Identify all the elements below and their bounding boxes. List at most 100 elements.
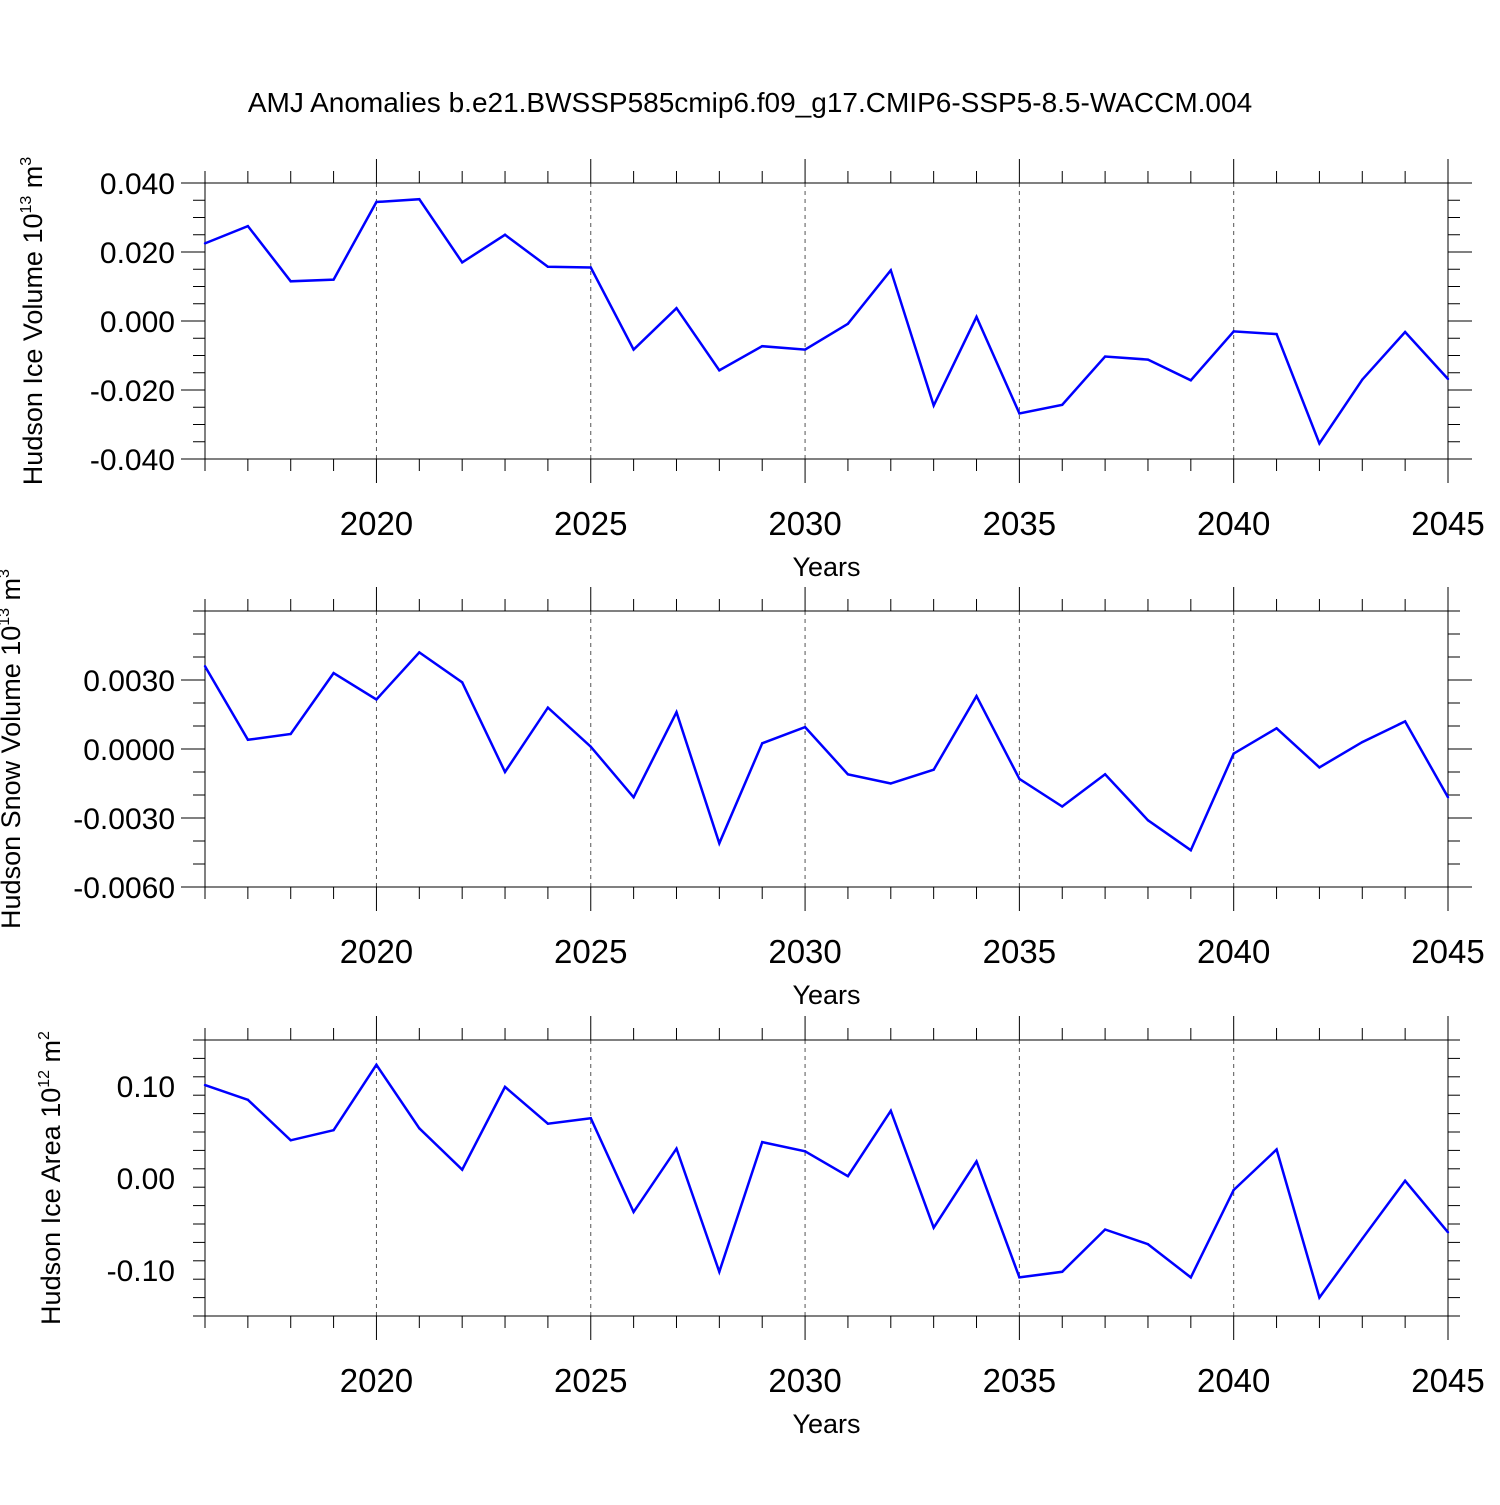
data-point bbox=[846, 1174, 850, 1178]
y-tick-label: -0.020 bbox=[90, 375, 175, 408]
y-tick-label: -0.0060 bbox=[73, 872, 175, 905]
data-point bbox=[460, 1168, 464, 1171]
data-point bbox=[1103, 773, 1107, 776]
plot-frame bbox=[204, 182, 1449, 460]
x-tick-label: 2025 bbox=[554, 933, 627, 970]
data-point bbox=[932, 404, 935, 407]
y-axis-label-superscript: 13 bbox=[0, 608, 13, 626]
data-point bbox=[1018, 777, 1021, 781]
data-point bbox=[1189, 1276, 1193, 1279]
data-point bbox=[375, 698, 378, 701]
data-point bbox=[589, 266, 592, 269]
data-point bbox=[546, 265, 550, 269]
data-point bbox=[503, 770, 507, 774]
data-point bbox=[1361, 740, 1364, 744]
x-tick-label: 2030 bbox=[768, 933, 841, 970]
data-point bbox=[975, 315, 978, 319]
data-point bbox=[1403, 330, 1407, 334]
data-point bbox=[1275, 727, 1278, 730]
data-point bbox=[332, 278, 335, 281]
data-point bbox=[632, 1210, 635, 1214]
data-point bbox=[503, 1085, 507, 1089]
data-point bbox=[1189, 849, 1193, 852]
y-axis-label-text: Hudson Ice Area 10 bbox=[36, 1088, 66, 1325]
panel-3: -0.10 0.00 0.10 2020 2025 2030 2035 2040 2045 Yea… bbox=[36, 1016, 1485, 1439]
data-point bbox=[1232, 752, 1235, 755]
y-axis-label-superscript: 3 bbox=[18, 157, 35, 166]
y-axis-label-text: m bbox=[0, 578, 26, 608]
x-tick-label: 2035 bbox=[983, 933, 1056, 970]
data-point bbox=[246, 1098, 250, 1102]
x-tick-label: 2025 bbox=[554, 1362, 627, 1399]
x-tick-label: 2040 bbox=[1197, 933, 1270, 970]
data-point bbox=[1446, 796, 1450, 799]
series-line bbox=[203, 650, 1450, 853]
data-point bbox=[1018, 412, 1021, 415]
y-axis-label-superscript: 2 bbox=[36, 1031, 53, 1040]
data-point bbox=[675, 307, 678, 310]
data-point bbox=[975, 1160, 978, 1163]
panel-2: -0.0060 -0.0030 0.0000 0.0030 2020 2025 2030 20… bbox=[0, 569, 1485, 1010]
y-tick-label: 0.00 bbox=[117, 1163, 175, 1196]
data-point bbox=[1232, 1188, 1235, 1192]
data-point bbox=[203, 665, 207, 668]
data-point bbox=[718, 369, 721, 372]
data-point bbox=[418, 1127, 421, 1130]
y-tick-label: -0.040 bbox=[90, 444, 175, 477]
data-point bbox=[289, 280, 292, 283]
data-point bbox=[203, 242, 207, 245]
data-point bbox=[289, 732, 292, 736]
data-point bbox=[589, 1117, 592, 1120]
data-point bbox=[1061, 805, 1064, 808]
data-point bbox=[803, 348, 807, 351]
data-point bbox=[1403, 1179, 1407, 1182]
data-point bbox=[1318, 766, 1321, 769]
data-point bbox=[1446, 377, 1450, 381]
data-point bbox=[332, 1128, 335, 1132]
data-point bbox=[375, 1063, 378, 1067]
data-point bbox=[332, 671, 335, 675]
y-axis-label-text: Hudson Snow Volume 10 bbox=[0, 626, 26, 929]
y-axis-label-text: m bbox=[36, 1040, 66, 1070]
x-tick-label: 2030 bbox=[768, 1362, 841, 1399]
data-point bbox=[1018, 1276, 1021, 1279]
data-point bbox=[503, 233, 507, 236]
series-line bbox=[204, 1062, 1449, 1301]
data-point bbox=[1403, 720, 1407, 723]
data-point bbox=[718, 1270, 721, 1274]
data-point bbox=[418, 651, 421, 654]
data-point bbox=[846, 773, 850, 776]
data-point bbox=[632, 348, 635, 351]
x-tick-label: 2035 bbox=[983, 1362, 1056, 1399]
data-point bbox=[803, 1150, 807, 1153]
data-point bbox=[1275, 332, 1278, 336]
data-point bbox=[1061, 403, 1064, 407]
data-point bbox=[889, 269, 892, 272]
y-axis-label-superscript: 13 bbox=[18, 196, 35, 214]
data-point bbox=[1061, 1270, 1064, 1274]
y-tick-label: 0.000 bbox=[100, 306, 175, 339]
data-point bbox=[375, 200, 378, 204]
plot-frame bbox=[204, 1039, 1449, 1317]
x-tick-label: 2045 bbox=[1411, 505, 1484, 542]
data-point bbox=[460, 681, 464, 684]
data-point bbox=[1103, 1228, 1107, 1231]
chart-title: AMJ Anomalies b.e21.BWSSP585cmip6.f09_g1… bbox=[248, 87, 1252, 118]
x-tick-label: 2025 bbox=[554, 505, 627, 542]
data-point bbox=[1318, 442, 1321, 445]
y-tick-label: 0.040 bbox=[100, 168, 175, 201]
data-point bbox=[718, 842, 721, 845]
y-axis-label-superscript: 12 bbox=[36, 1070, 53, 1088]
y-axis-label: Hudson Snow Volume 1013 m3 bbox=[0, 569, 26, 929]
x-tick-label: 2035 bbox=[983, 505, 1056, 542]
data-point bbox=[246, 738, 250, 741]
data-point bbox=[1446, 1231, 1450, 1234]
y-tick-label: 0.0000 bbox=[83, 734, 175, 767]
data-point bbox=[1275, 1148, 1278, 1151]
x-tick-label: 2020 bbox=[340, 505, 413, 542]
data-point bbox=[1146, 1243, 1150, 1246]
data-point bbox=[932, 1226, 935, 1229]
x-tick-label: 2030 bbox=[768, 505, 841, 542]
